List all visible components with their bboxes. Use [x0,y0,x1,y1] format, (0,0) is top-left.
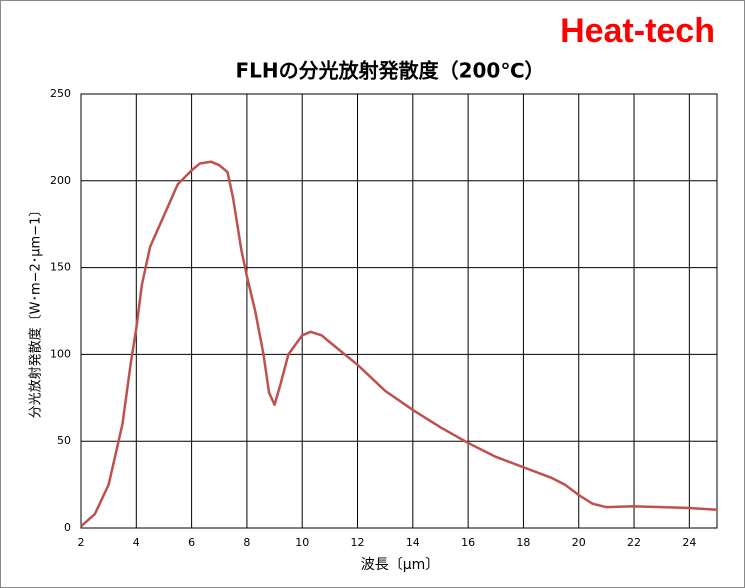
y-tick-label: 50 [57,434,71,447]
y-tick-label: 200 [50,174,71,187]
y-tick-label: 150 [50,261,71,274]
y-axis-label: 分光放射発散度〔W･m−2･μm−1〕 [28,204,44,419]
x-tick-label: 14 [406,536,420,549]
data-line [80,160,718,528]
x-tick-label: 20 [572,536,586,549]
x-tick-label: 22 [627,536,641,549]
y-tick-label: 100 [50,347,71,360]
x-tick-label: 18 [516,536,530,549]
brand: Heat-tech [560,12,715,50]
y-tick-label: 250 [50,87,71,100]
x-tick-label: 8 [243,536,250,549]
x-axis-label: 波長〔μm〕 [361,557,440,573]
x-tick-label: 2 [78,536,85,549]
x-tick-label: 10 [295,536,309,549]
x-tick-label: 24 [682,536,696,549]
x-tick-label: 4 [133,536,140,549]
x-tick-label: 16 [461,536,475,549]
x-tick-label: 12 [351,536,365,549]
x-tick-label: 6 [188,536,195,549]
y-tick-label: 0 [64,521,71,534]
chart-title: FLHの分光放射発散度（200℃） [235,59,544,83]
